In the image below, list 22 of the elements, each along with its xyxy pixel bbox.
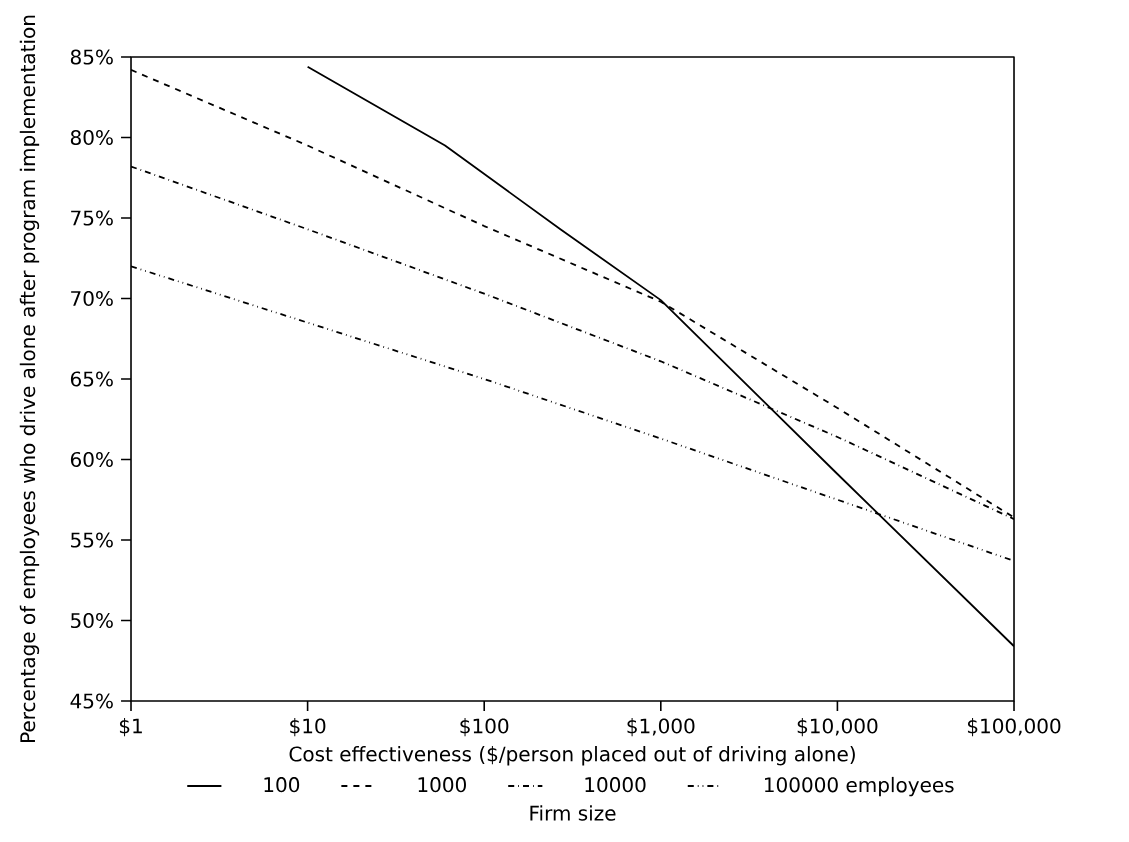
legend-title: Firm size bbox=[530, 805, 616, 821]
y-tick-label: 55% bbox=[71, 532, 113, 548]
y-tick-label: 65% bbox=[70, 371, 113, 387]
y-tick-label: 50% bbox=[71, 612, 113, 629]
y-tick-label: 60% bbox=[70, 451, 113, 468]
y-tick-label: 70% bbox=[71, 290, 113, 307]
x-tick-label: $10,000 bbox=[797, 718, 878, 737]
x-tick-label: $1 bbox=[119, 718, 142, 737]
legend-label: 100 bbox=[264, 777, 300, 793]
legend-label: 10000 bbox=[585, 777, 646, 793]
x-tick-label: $1,000 bbox=[627, 718, 695, 737]
x-axis-title: Cost effectiveness ($/person placed out of driving alone) bbox=[289, 746, 855, 766]
x-tick-label: $100,000 bbox=[967, 718, 1061, 737]
y-tick-label: 80% bbox=[70, 129, 113, 146]
y-tick-label: 45% bbox=[70, 693, 113, 709]
y-tick-label: 85% bbox=[70, 49, 113, 65]
y-tick-label: 75% bbox=[71, 210, 113, 226]
legend-label: 100000 employees bbox=[765, 776, 954, 797]
y-axis-title: Percentage of employees who drive alone after program implementation bbox=[19, 15, 40, 742]
x-tick-label: $100 bbox=[460, 718, 509, 737]
legend-label: 1000 bbox=[418, 777, 466, 793]
x-tick-label: $10 bbox=[290, 718, 326, 737]
